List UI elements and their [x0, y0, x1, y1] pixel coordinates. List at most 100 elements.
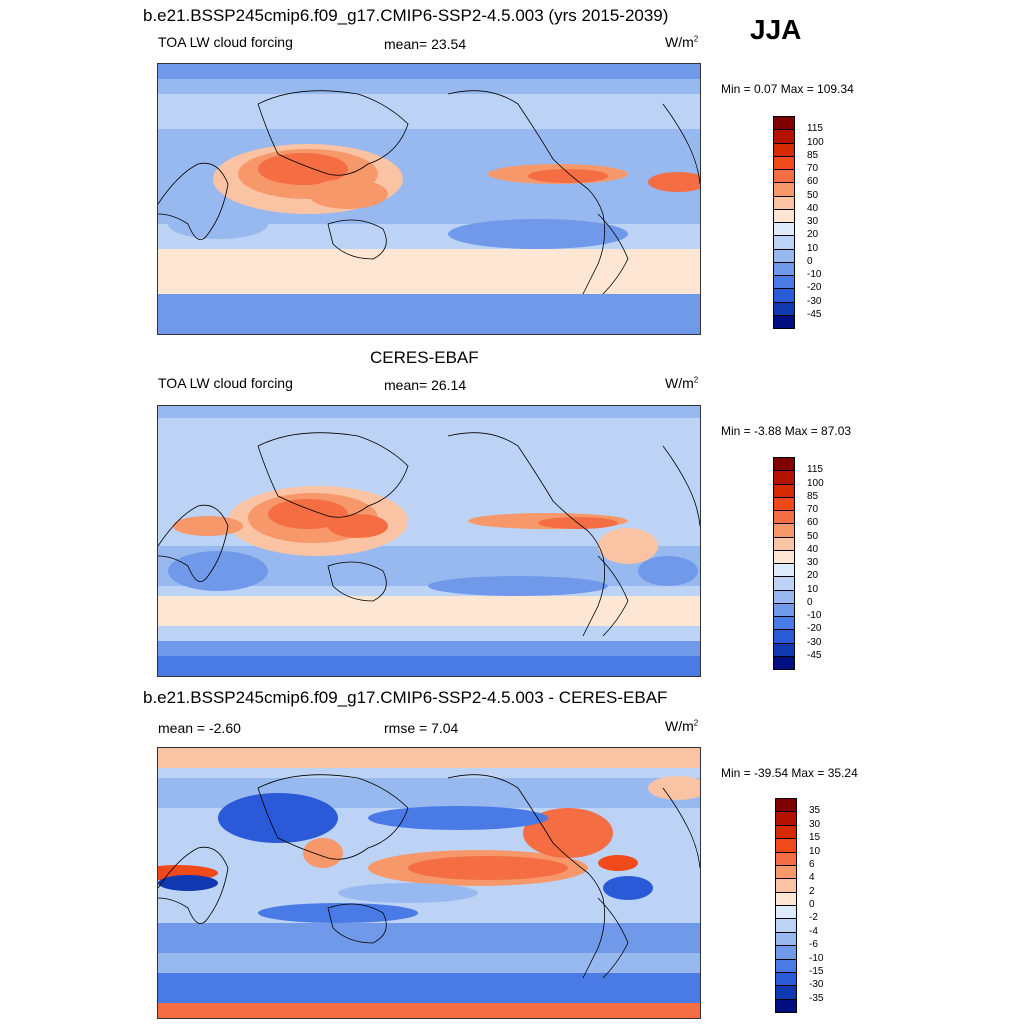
colorbar-swatch [775, 985, 797, 1000]
colorbar-label: 2 [809, 885, 815, 897]
colorbar-swatch [773, 549, 795, 564]
colorbar-swatch [775, 824, 797, 840]
colorbar-label: 100 [807, 477, 824, 489]
colorbar-swatch [773, 275, 795, 290]
colorbar-label: -20 [807, 282, 822, 294]
colorbar-swatch [773, 169, 795, 184]
panel2-colorbar: 115 100 85 70 60 50 40 30 20 10 0 -10 -20 -30 -45 [773, 457, 853, 670]
colorbar-label: -10 [807, 610, 822, 621]
colorbar-swatch [773, 616, 795, 631]
colorbar-label: -45 [807, 308, 822, 320]
panel3-colorbar: 35 30 15 10 6 4 2 0 -2 -4 -6 -10 -15 -30 -35 [775, 798, 855, 1013]
colorbar-swatch [775, 878, 797, 893]
colorbar-label: 10 [807, 583, 819, 595]
colorbar-label: 10 [809, 845, 821, 857]
colorbar-swatch [773, 288, 795, 303]
colorbar-swatch [775, 958, 797, 973]
colorbar-swatch [773, 248, 795, 263]
colorbar-label: 100 [807, 136, 824, 148]
colorbar-label: 70 [807, 504, 819, 515]
colorbar-swatch [773, 142, 795, 157]
colorbar-label: 50 [807, 189, 819, 201]
colorbar-swatch [773, 523, 795, 538]
panel2-variable-label: TOA LW cloud forcing [158, 375, 293, 391]
colorbar-swatch [775, 998, 797, 1013]
colorbar-swatch [773, 457, 795, 472]
panel1-colorbar: 115 100 85 70 60 50 40 30 20 10 0 -10 -20 -30 -45 [773, 116, 853, 329]
panel3-title: b.e21.BSSP245cmip6.f09_g17.CMIP6-SSP2-4.… [143, 688, 668, 707]
colorbar-label: -30 [807, 636, 822, 648]
colorbar-label: 6 [809, 858, 815, 870]
colorbar-label: 4 [809, 872, 815, 884]
colorbar-swatch [773, 261, 795, 276]
colorbar-swatch [775, 811, 797, 826]
colorbar-label: 40 [807, 202, 819, 214]
colorbar-label: 35 [809, 805, 821, 817]
panel1-map [157, 63, 701, 335]
colorbar-swatch [773, 235, 795, 250]
panel2-min-max: Min = -3.88 Max = 87.03 [721, 424, 852, 438]
panel1-variable-label: TOA LW cloud forcing [158, 34, 293, 50]
colorbar-swatch [775, 891, 797, 906]
colorbar-swatch [775, 931, 797, 947]
panel3-mean-label: mean = -2.60 [158, 720, 241, 736]
colorbar-swatch [773, 589, 795, 604]
panel2-units: W/m2 [665, 375, 699, 391]
season-label: JJA [750, 14, 802, 45]
colorbar-swatch [773, 510, 795, 525]
colorbar-swatch [775, 905, 797, 920]
colorbar-swatch [773, 470, 795, 485]
colorbar-swatch [775, 798, 797, 813]
colorbar-label: -10 [807, 269, 822, 280]
colorbar-swatch [775, 918, 797, 933]
panel3-map [157, 747, 701, 1019]
panel2-title: CERES-EBAF [370, 348, 479, 367]
colorbar-label: 10 [807, 242, 819, 254]
colorbar-swatch [775, 851, 797, 866]
colorbar-label: -30 [807, 295, 822, 307]
colorbar-swatch [773, 301, 795, 316]
colorbar-swatch [773, 182, 795, 197]
colorbar-swatch [775, 838, 797, 853]
colorbar-swatch [773, 129, 795, 144]
colorbar-swatch [773, 536, 795, 551]
colorbar-label: 60 [807, 517, 819, 529]
colorbar-swatch [775, 971, 797, 987]
colorbar-label: 40 [807, 543, 819, 555]
colorbar-label: 115 [807, 123, 823, 135]
colorbar-swatch [773, 195, 795, 210]
colorbar-swatch [773, 116, 795, 131]
colorbar-swatch [773, 563, 795, 578]
colorbar-swatch [775, 945, 797, 960]
colorbar-label: -2 [809, 912, 818, 924]
colorbar-label: 30 [807, 557, 819, 568]
colorbar-label: 70 [807, 163, 819, 174]
colorbar-swatch [773, 629, 795, 644]
colorbar-label: -6 [809, 939, 818, 951]
colorbar-label: 0 [809, 899, 815, 910]
panel2-map [157, 405, 701, 677]
colorbar-label: 20 [807, 570, 819, 582]
panel1-title: b.e21.BSSP245cmip6.f09_g17.CMIP6-SSP2-4.… [143, 6, 669, 25]
colorbar-label: 30 [807, 216, 819, 227]
colorbar-label: -45 [807, 649, 822, 661]
colorbar-swatch [773, 576, 795, 591]
colorbar-label: -15 [809, 965, 824, 977]
panel1-min-max: Min = 0.07 Max = 109.34 [721, 82, 854, 96]
panel3-rmse-label: rmse = 7.04 [384, 720, 459, 736]
colorbar-label: -4 [809, 925, 818, 937]
panel1-units: W/m2 [665, 34, 699, 50]
colorbar-swatch [773, 314, 795, 329]
colorbar-swatch [773, 602, 795, 617]
colorbar-label: 0 [807, 596, 813, 608]
colorbar-label: 115 [807, 464, 823, 476]
colorbar-label: -35 [809, 992, 824, 1004]
colorbar-label: 15 [809, 832, 821, 844]
colorbar-label: 85 [807, 149, 819, 161]
colorbar-swatch [775, 864, 797, 880]
colorbar-label: 20 [807, 229, 819, 241]
colorbar-label: 30 [809, 818, 821, 830]
colorbar-label: -20 [807, 623, 822, 635]
colorbar-swatch [773, 483, 795, 498]
colorbar-label: 50 [807, 530, 819, 542]
